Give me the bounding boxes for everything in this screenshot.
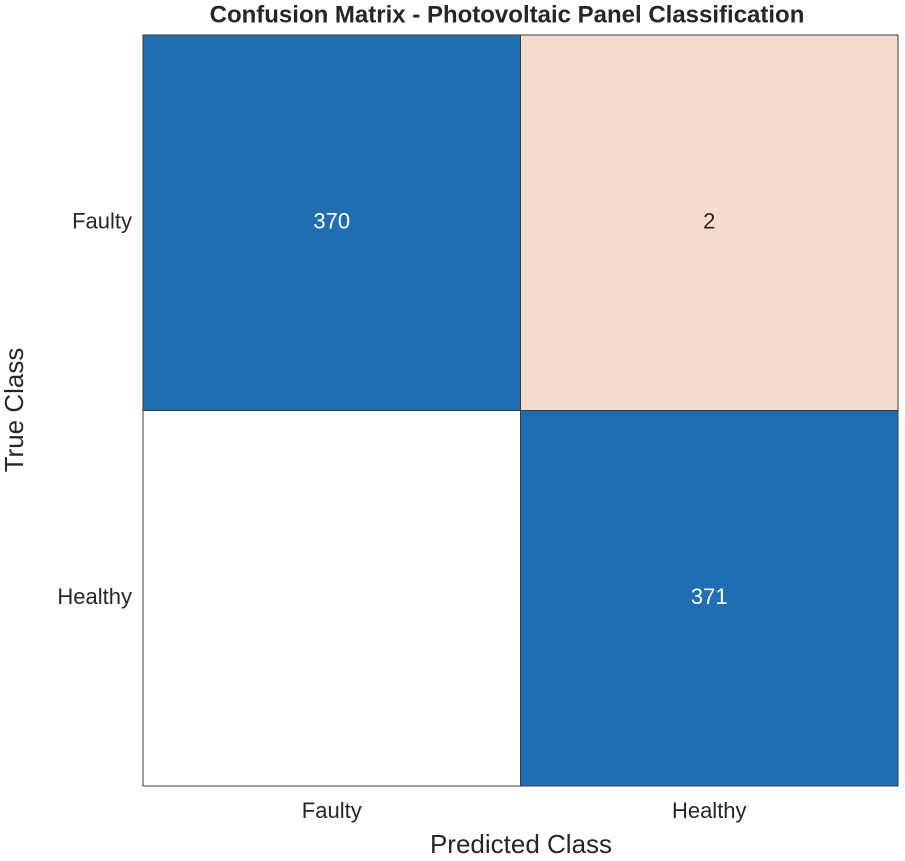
- cell-label: 371: [691, 584, 728, 609]
- cell: [142, 410, 521, 787]
- x-axis-label: Predicted Class: [430, 829, 612, 859]
- cell-label: 2: [703, 209, 715, 234]
- plot-border: [142, 34, 899, 787]
- chart-title: Confusion Matrix - Photovoltaic Panel Cl…: [210, 1, 805, 28]
- cell: [142, 34, 521, 411]
- cell: [520, 410, 899, 787]
- y-tick-label: Faulty: [72, 209, 132, 234]
- cell-label: 370: [313, 209, 350, 234]
- y-axis-label: True Class: [0, 348, 29, 473]
- y-tick-label: Healthy: [57, 584, 132, 609]
- x-tick-label: Healthy: [672, 798, 747, 823]
- x-tick-label: Faulty: [302, 798, 362, 823]
- cell: [520, 34, 899, 411]
